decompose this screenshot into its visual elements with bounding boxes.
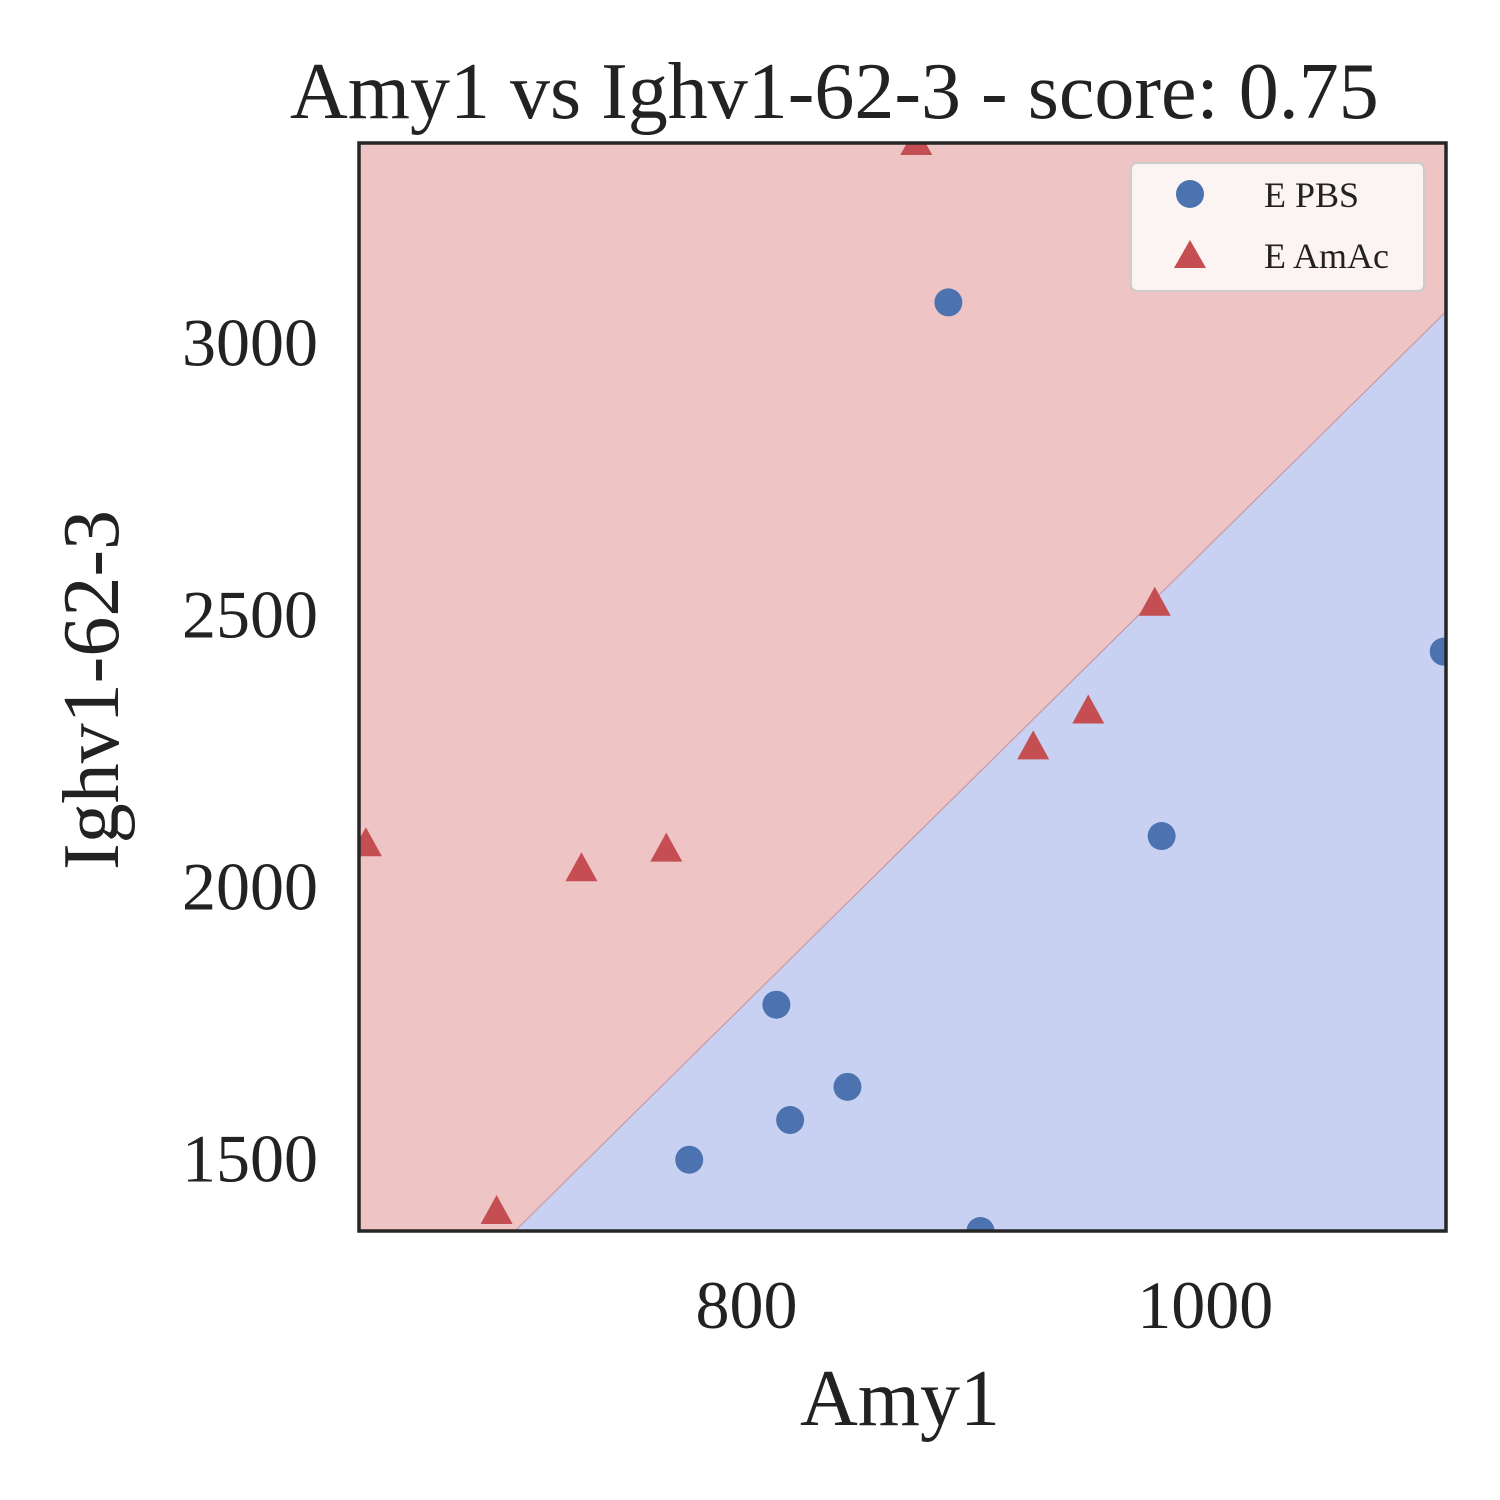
y-tick-label: 2500 bbox=[182, 577, 318, 653]
decision-boundary-line bbox=[514, 311, 1446, 1231]
point-e-pbs bbox=[934, 288, 963, 317]
legend-label-e-amac: E AmAc bbox=[1264, 236, 1389, 276]
y-tick-label: 2000 bbox=[182, 849, 318, 925]
legend-marker-e-amac bbox=[1174, 240, 1206, 268]
point-e-pbs bbox=[675, 1145, 704, 1174]
x-tick-label: 800 bbox=[696, 1267, 798, 1343]
x-axis-label: Amy1 bbox=[800, 1355, 1000, 1443]
x-tick-label: 1000 bbox=[1137, 1267, 1273, 1343]
y-tick-label: 1500 bbox=[182, 1121, 318, 1197]
point-e-pbs bbox=[762, 990, 791, 1019]
chart-title: Amy1 vs Ighv1-62-3 - score: 0.75 bbox=[290, 48, 1379, 136]
decision-regions bbox=[359, 143, 1446, 1231]
point-e-pbs bbox=[833, 1072, 862, 1101]
y-tick-label: 3000 bbox=[182, 305, 318, 381]
point-e-amac bbox=[565, 852, 598, 882]
legend-box bbox=[1130, 162, 1425, 292]
point-e-amac bbox=[480, 1194, 513, 1224]
legend-marker-e-pbs bbox=[1176, 180, 1204, 208]
point-e-pbs bbox=[776, 1106, 805, 1135]
legend-label-e-pbs: E PBS bbox=[1264, 175, 1359, 215]
point-e-amac bbox=[1072, 694, 1105, 724]
point-e-pbs bbox=[1429, 637, 1446, 666]
point-e-amac bbox=[359, 827, 382, 857]
y-axis-label: Ighv1-62-3 bbox=[48, 510, 136, 870]
axis-ticks: 800 1000 1500 2000 2500 3000 bbox=[182, 305, 1273, 1343]
data-points bbox=[359, 143, 1446, 1231]
point-e-amac bbox=[1017, 730, 1050, 760]
plot-frame bbox=[357, 141, 1448, 1233]
legend: E PBS E AmAc bbox=[1130, 162, 1425, 292]
point-e-pbs bbox=[966, 1217, 995, 1231]
point-e-amac bbox=[650, 832, 683, 862]
point-e-amac bbox=[1138, 586, 1171, 616]
point-e-amac bbox=[900, 143, 933, 155]
point-e-pbs bbox=[1147, 822, 1176, 851]
